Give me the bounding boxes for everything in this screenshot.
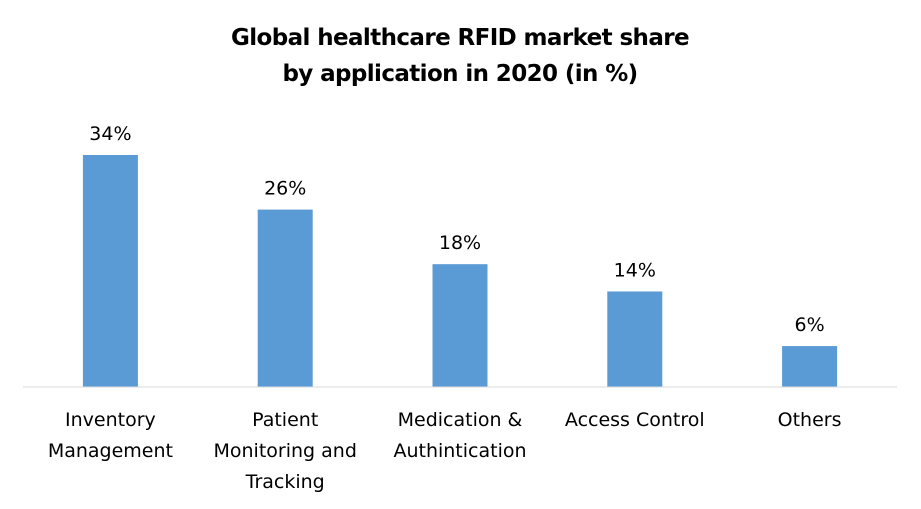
bar — [82, 155, 138, 387]
data-labels-group: 34% 26% 18% 14% 6% — [89, 123, 824, 336]
category-label: Management — [48, 440, 173, 462]
chart-title: Global healthcare RFID market share by a… — [231, 25, 690, 87]
bar — [607, 291, 663, 387]
bars-group — [82, 155, 838, 387]
category-label: Medication & — [398, 409, 523, 431]
category-label: Authintication — [393, 440, 526, 462]
category-label: Monitoring and — [214, 440, 357, 462]
data-label: 34% — [89, 123, 131, 145]
category-label: Inventory — [65, 409, 156, 431]
data-label: 26% — [264, 178, 306, 200]
chart-title-line-2: by application in 2020 (in %) — [282, 61, 637, 87]
bar — [257, 209, 313, 387]
data-label: 6% — [795, 314, 825, 336]
bar — [432, 264, 488, 387]
category-label: Others — [778, 409, 842, 431]
data-label: 18% — [439, 232, 481, 254]
category-label: Access Control — [565, 409, 705, 431]
category-label: Tracking — [245, 471, 325, 493]
category-label: Patient — [252, 409, 318, 431]
chart-title-line-1: Global healthcare RFID market share — [231, 25, 689, 51]
data-label: 14% — [614, 259, 656, 281]
category-labels-group: Inventory Management Patient Monitoring and… — [48, 409, 842, 493]
bar — [782, 346, 838, 387]
